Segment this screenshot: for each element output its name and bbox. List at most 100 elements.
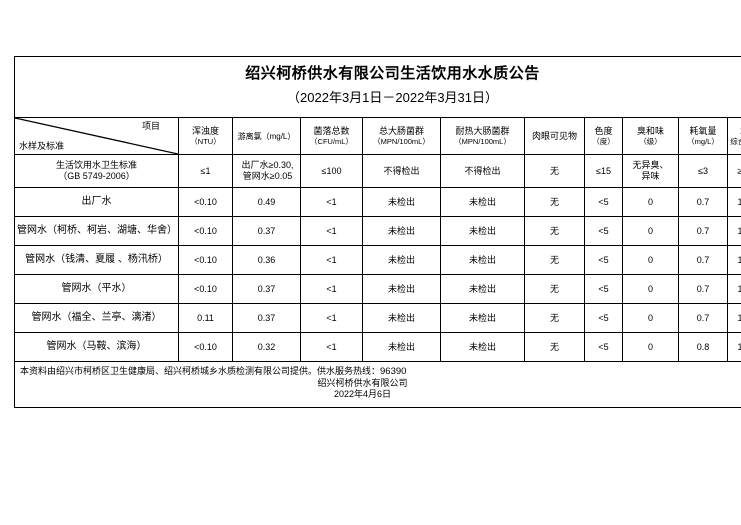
column-header-unit: （CFU/mL）	[310, 137, 353, 147]
column-header-unit: （MPN/100mL）	[373, 137, 430, 147]
title-row: 绍兴柯桥供水有限公司生活饮用水水质公告 （2022年3月1日－2022年3月31…	[13, 55, 741, 119]
cell-qualification-rate: 100%	[726, 216, 741, 247]
footer-hotline: 96390	[380, 366, 407, 378]
cell-free-chlorine: 0.49	[232, 187, 301, 218]
cell-thermotolerant-coliform: 未检出	[440, 187, 525, 218]
cell-colony-count: <1	[300, 274, 363, 305]
standard-visible-matter: 无	[524, 154, 585, 189]
column-header-unit: 综合合格率	[730, 137, 741, 147]
footer-source-note: 本资料由绍兴市柯桥区卫生健康局、绍兴柯桥城乡水质检测有限公司提供。供水服务热线：…	[20, 366, 741, 378]
footer-row: 本资料由绍兴市柯桥区卫生健康局、绍兴柯桥城乡水质检测有限公司提供。供水服务热线：…	[13, 361, 741, 408]
cell-oxygen-consumption: 0.8	[678, 332, 728, 363]
standard-name-cell: 生活饮用水卫生标准 （GB 5749-2006）	[14, 154, 179, 189]
cell-visible-matter: 无	[524, 187, 585, 218]
cell-chroma: <5	[584, 187, 623, 218]
cell-turbidity: 0.11	[178, 303, 233, 334]
column-header-free-chlorine: 游离氯（mg/L）	[232, 117, 301, 156]
row-axis-label: 水样及标准	[19, 140, 65, 151]
column-header-name: 耗氧量	[689, 125, 717, 136]
cell-chroma: <5	[584, 274, 623, 305]
cell-colony-count: <1	[300, 245, 363, 276]
column-header-unit: （mg/L）	[687, 137, 719, 147]
cell-oxygen-consumption: 0.7	[678, 303, 728, 334]
cell-colony-count: <1	[300, 303, 363, 334]
cell-turbidity: <0.10	[178, 274, 233, 305]
column-header-name: 肉眼可见物	[531, 130, 577, 141]
cell-total-coliform: 未检出	[362, 216, 441, 247]
water-quality-report: 绍兴柯桥供水有限公司生活饮用水水质公告 （2022年3月1日－2022年3月31…	[13, 55, 741, 408]
cell-qualification-rate: 100%	[726, 303, 741, 334]
column-header-odor-taste: 臭和味 （级）	[622, 117, 679, 156]
standard-thermotolerant-coliform: 不得检出	[440, 154, 525, 189]
table-row: 管网水（马鞍、滨海） <0.10 0.32 <1 未检出 未检出 无 <5 0 …	[14, 332, 741, 363]
water-quality-table: 绍兴柯桥供水有限公司生活饮用水水质公告 （2022年3月1日－2022年3月31…	[13, 55, 741, 408]
cell-odor-taste: 0	[622, 216, 679, 247]
column-header-colony-count: 菌落总数 （CFU/mL）	[300, 117, 363, 156]
standard-name-line2: （GB 5749-2006）	[58, 171, 135, 182]
cell-odor-taste: 0	[622, 245, 679, 276]
cell-visible-matter: 无	[524, 245, 585, 276]
cell-total-coliform: 未检出	[362, 187, 441, 218]
column-header-name: 臭和味	[636, 125, 664, 136]
cell-thermotolerant-coliform: 未检出	[440, 332, 525, 363]
cell-thermotolerant-coliform: 未检出	[440, 303, 525, 334]
cell-turbidity: <0.10	[178, 245, 233, 276]
cell-chroma: <5	[584, 216, 623, 247]
cell-thermotolerant-coliform: 未检出	[440, 245, 525, 276]
table-row: 出厂水 <0.10 0.49 <1 未检出 未检出 无 <5 0 0.7 100…	[14, 187, 741, 218]
column-header-name: 耐热大肠菌群	[455, 125, 510, 136]
column-header-chroma: 色度 （度）	[584, 117, 623, 156]
column-header-name: 总大肠菌群	[378, 125, 424, 136]
column-header-oxygen-consumption: 耗氧量 （mg/L）	[678, 117, 728, 156]
cell-colony-count: <1	[300, 216, 363, 247]
cell-oxygen-consumption: 0.7	[678, 187, 728, 218]
cell-visible-matter: 无	[524, 303, 585, 334]
cell-visible-matter: 无	[524, 216, 585, 247]
standard-chroma: ≤15	[584, 154, 623, 189]
cell-oxygen-consumption: 0.7	[678, 216, 728, 247]
footer-issue-date: 2022年4月6日	[334, 389, 392, 400]
cell-qualification-rate: 100%	[726, 245, 741, 276]
cell-turbidity: <0.10	[178, 216, 233, 247]
footer-source-text: 本资料由绍兴市柯桥区卫生健康局、绍兴柯桥城乡水质检测有限公司提供。供水服务热线：	[20, 366, 381, 377]
cell-qualification-rate: 100%	[726, 274, 741, 305]
cell-visible-matter: 无	[524, 332, 585, 363]
column-header-turbidity: 浑浊度 （NTU）	[178, 117, 233, 156]
standard-qualification-rate: ≥95%	[726, 154, 741, 189]
report-period: （2022年3月1日－2022年3月31日）	[287, 89, 499, 105]
cell-free-chlorine: 0.32	[232, 332, 301, 363]
column-header-unit: （度）	[592, 137, 615, 147]
footer-issuer: 绍兴柯桥供水有限公司	[317, 378, 408, 389]
cell-visible-matter: 无	[524, 274, 585, 305]
column-header-name: 菌落总数	[313, 125, 350, 136]
column-header-visible-matter: 肉眼可见物	[524, 117, 585, 156]
cell-colony-count: <1	[300, 332, 363, 363]
standard-name-line1: 生活饮用水卫生标准	[55, 159, 137, 170]
standard-odor-taste-line2: 异味	[641, 171, 660, 182]
cell-total-coliform: 未检出	[362, 245, 441, 276]
table-row: 管网水（钱清、夏履 、杨汛桥） <0.10 0.36 <1 未检出 未检出 无 …	[14, 245, 741, 276]
standard-free-chlorine-line1: 出厂水≥0.30,	[241, 159, 294, 170]
cell-colony-count: <1	[300, 187, 363, 218]
cell-total-coliform: 未检出	[362, 274, 441, 305]
footer-cell: 本资料由绍兴市柯桥区卫生健康局、绍兴柯桥城乡水质检测有限公司提供。供水服务热线：…	[13, 361, 741, 408]
standard-odor-taste-line1: 无异臭、	[632, 159, 669, 170]
cell-free-chlorine: 0.37	[232, 303, 301, 334]
report-title-cell: 绍兴柯桥供水有限公司生活饮用水水质公告 （2022年3月1日－2022年3月31…	[13, 55, 741, 119]
standard-oxygen-consumption: ≤3	[678, 154, 728, 189]
cell-turbidity: <0.10	[178, 332, 233, 363]
standard-odor-taste: 无异臭、 异味	[622, 154, 679, 189]
sample-name: 管网水（福全、兰亭、漓渚）	[14, 303, 179, 334]
report-title: 绍兴柯桥供水有限公司生活饮用水水质公告	[245, 65, 540, 82]
standard-free-chlorine-line2: 管网水≥0.05	[242, 171, 293, 182]
header-row: 水样及标准 项目 浑浊度 （NTU） 游离氯（mg/L） 菌落总数 （CFU/m…	[14, 117, 741, 156]
column-header-unit: （MPN/100mL）	[454, 137, 511, 147]
standard-total-coliform: 不得检出	[362, 154, 441, 189]
col-axis-label: 项目	[141, 121, 160, 132]
sample-name: 管网水（马鞍、滨海）	[14, 332, 179, 363]
column-header-qualification-rate: 水质 综合合格率	[726, 117, 741, 156]
cell-odor-taste: 0	[622, 274, 679, 305]
cell-free-chlorine: 0.36	[232, 245, 301, 276]
column-header-unit: （NTU）	[190, 137, 221, 147]
sample-name: 管网水（柯桥、柯岩、湖塘、华舍）	[14, 216, 179, 247]
